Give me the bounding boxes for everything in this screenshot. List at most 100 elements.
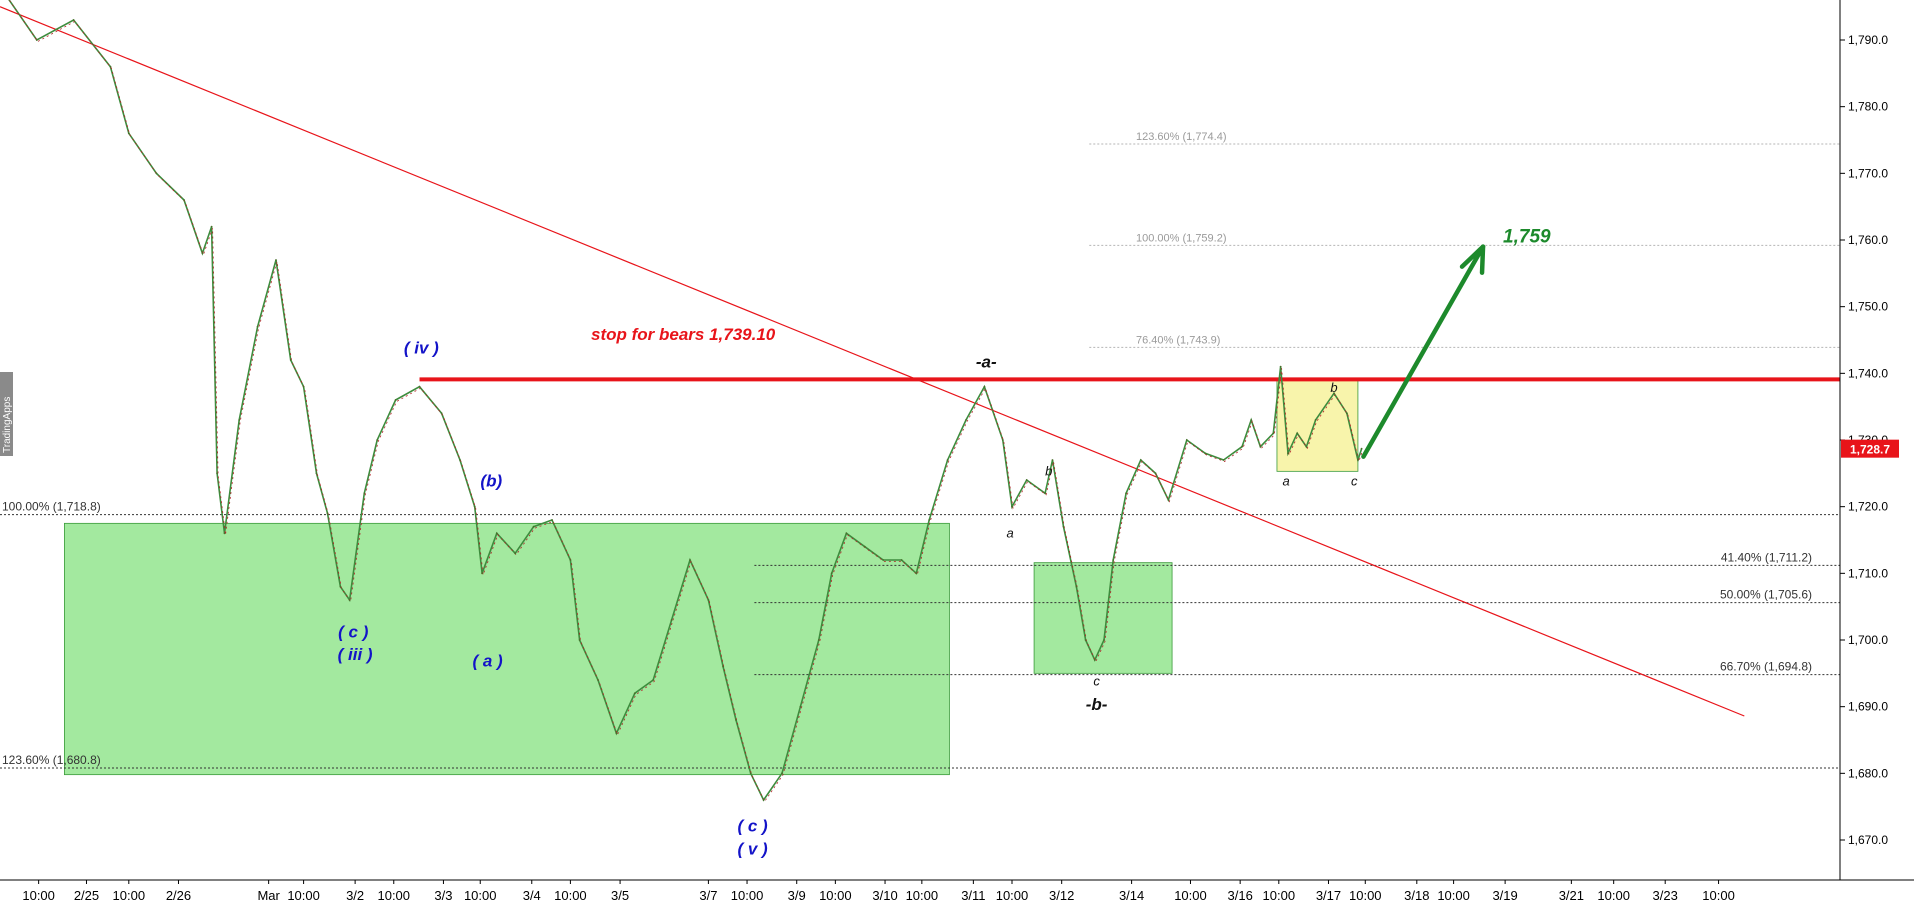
price-point-54 (928, 519, 931, 521)
x-tick-label-27: 10:00 (1349, 888, 1382, 903)
target-arrow-layer: 1,759 (1361, 227, 1551, 459)
fib-label-3: 50.00% (1,705.6) (1720, 588, 1812, 602)
zone-rect-2 (1276, 379, 1359, 472)
y-tick-label-10: 1,770.0 (1848, 166, 1888, 180)
price-point-53 (915, 572, 918, 575)
price-point-9 (216, 472, 219, 475)
price-point-77 (1250, 419, 1253, 421)
price-point-80 (1279, 365, 1282, 368)
price-point-6 (183, 199, 185, 201)
price-point-24 (440, 412, 443, 415)
x-tick-label-14: 10:00 (731, 888, 764, 903)
fib-label-4: 66.70% (1,694.8) (1720, 660, 1812, 674)
price-point-62 (1051, 459, 1054, 461)
price-point-63 (1062, 525, 1065, 528)
price-point-27 (481, 572, 483, 575)
x-tick-label-33: 3/23 (1653, 888, 1678, 903)
y-tick-label-4: 1,710.0 (1848, 566, 1888, 580)
price-point-43 (749, 772, 752, 775)
wave-label-7: -a- (976, 352, 997, 371)
price-point-36 (633, 692, 636, 695)
watermark-text: TradingApps (2, 397, 13, 453)
price-point-85 (1333, 392, 1335, 395)
price-point-67 (1103, 639, 1105, 641)
wave-label-9: b (1045, 463, 1052, 478)
price-point-1 (35, 39, 38, 41)
x-tick-label-10: 3/4 (523, 888, 541, 903)
fib-label-6: 100.00% (1,759.2) (1136, 232, 1227, 244)
fib-label-2: 41.40% (1,711.2) (1721, 550, 1812, 564)
wave-label-14: c (1351, 473, 1358, 488)
price-point-14 (289, 359, 292, 361)
price-point-39 (689, 559, 691, 561)
y-tick-label-12: 1,790.0 (1848, 33, 1888, 47)
price-point-22 (394, 399, 397, 401)
price-point-81 (1287, 452, 1289, 455)
price-point-5 (155, 172, 158, 175)
price-point-42 (735, 719, 737, 721)
price-point-26 (473, 505, 476, 508)
target-label: 1,759 (1503, 227, 1551, 248)
price-point-82 (1296, 432, 1299, 435)
price-point-88 (1360, 447, 1363, 450)
fib-label-5: 76.40% (1,743.9) (1136, 334, 1220, 346)
price-point-8 (210, 225, 213, 228)
fib-label-7: 123.60% (1,774.4) (1136, 131, 1227, 143)
price-point-69 (1125, 492, 1127, 495)
price-point-15 (302, 385, 305, 388)
price-point-3 (109, 65, 112, 68)
fib-label-1: 123.60% (1,680.8) (2, 753, 101, 767)
last-price-label: 1,728.7 (1850, 443, 1890, 457)
price-point-73 (1185, 439, 1188, 441)
x-tick-label-23: 10:00 (1174, 888, 1207, 903)
x-tick-label-18: 10:00 (906, 888, 939, 903)
price-point-40 (707, 599, 710, 601)
wave-label-11: -b- (1086, 695, 1108, 714)
x-tick-label-5: 10:00 (287, 888, 320, 903)
y-tick-label-11: 1,780.0 (1848, 100, 1888, 114)
x-tick-label-19: 3/11 (961, 888, 985, 903)
price-point-23 (418, 385, 421, 388)
x-tick-label-34: 10:00 (1702, 888, 1735, 903)
price-point-31 (551, 519, 553, 521)
price-point-16 (315, 472, 318, 475)
y-tick-label-8: 1,750.0 (1848, 300, 1888, 314)
price-point-48 (830, 572, 833, 575)
price-point-79 (1272, 432, 1275, 435)
price-point-76 (1241, 445, 1243, 448)
price-point-13 (275, 259, 277, 261)
y-tick-label-3: 1,700.0 (1848, 633, 1888, 647)
price-point-32 (569, 559, 572, 561)
y-tick-label-1: 1,680.0 (1848, 766, 1888, 780)
price-point-19 (348, 599, 351, 601)
price-point-52 (900, 559, 903, 561)
price-point-38 (670, 619, 673, 621)
price-point-56 (965, 419, 967, 421)
price-line-shadow (8, 0, 1363, 803)
wave-label-6: ( v ) (737, 840, 768, 859)
x-tick-label-6: 3/2 (346, 888, 364, 903)
x-tick-label-32: 10:00 (1597, 888, 1630, 903)
fib-levels-layer: 100.00% (1,718.8) 123.60% (1,680.8) 41.40%… (0, 131, 1840, 769)
x-tick-label-17: 3/10 (872, 888, 897, 903)
price-point-29 (514, 552, 517, 555)
price-point-51 (882, 559, 885, 561)
price-point-68 (1112, 559, 1115, 561)
price-point-72 (1167, 499, 1170, 501)
y-tick-label-5: 1,720.0 (1848, 500, 1888, 514)
wave-label-12: a (1283, 473, 1290, 488)
target-arrow-head (1459, 244, 1486, 275)
wave-labels-layer: ( iv ) (b) ( c ) ( iii ) ( a ) ( c ) ( v ) -a-a… (338, 338, 1358, 858)
zones-layer (64, 379, 1359, 776)
wave-label-5: ( c ) (737, 816, 768, 835)
price-point-86 (1345, 412, 1348, 415)
x-tick-label-22: 3/14 (1119, 888, 1144, 903)
y-axis: 1,670.0 1,680.0 1,690.0 1,700.0 1,710.0 1,720… (1839, 0, 1899, 880)
price-point-49 (845, 532, 848, 535)
price-point-84 (1314, 419, 1317, 421)
price-point-50 (863, 545, 866, 548)
price-point-41 (722, 665, 725, 668)
x-tick-label-15: 3/9 (788, 888, 806, 903)
x-tick-label-16: 10:00 (819, 888, 852, 903)
